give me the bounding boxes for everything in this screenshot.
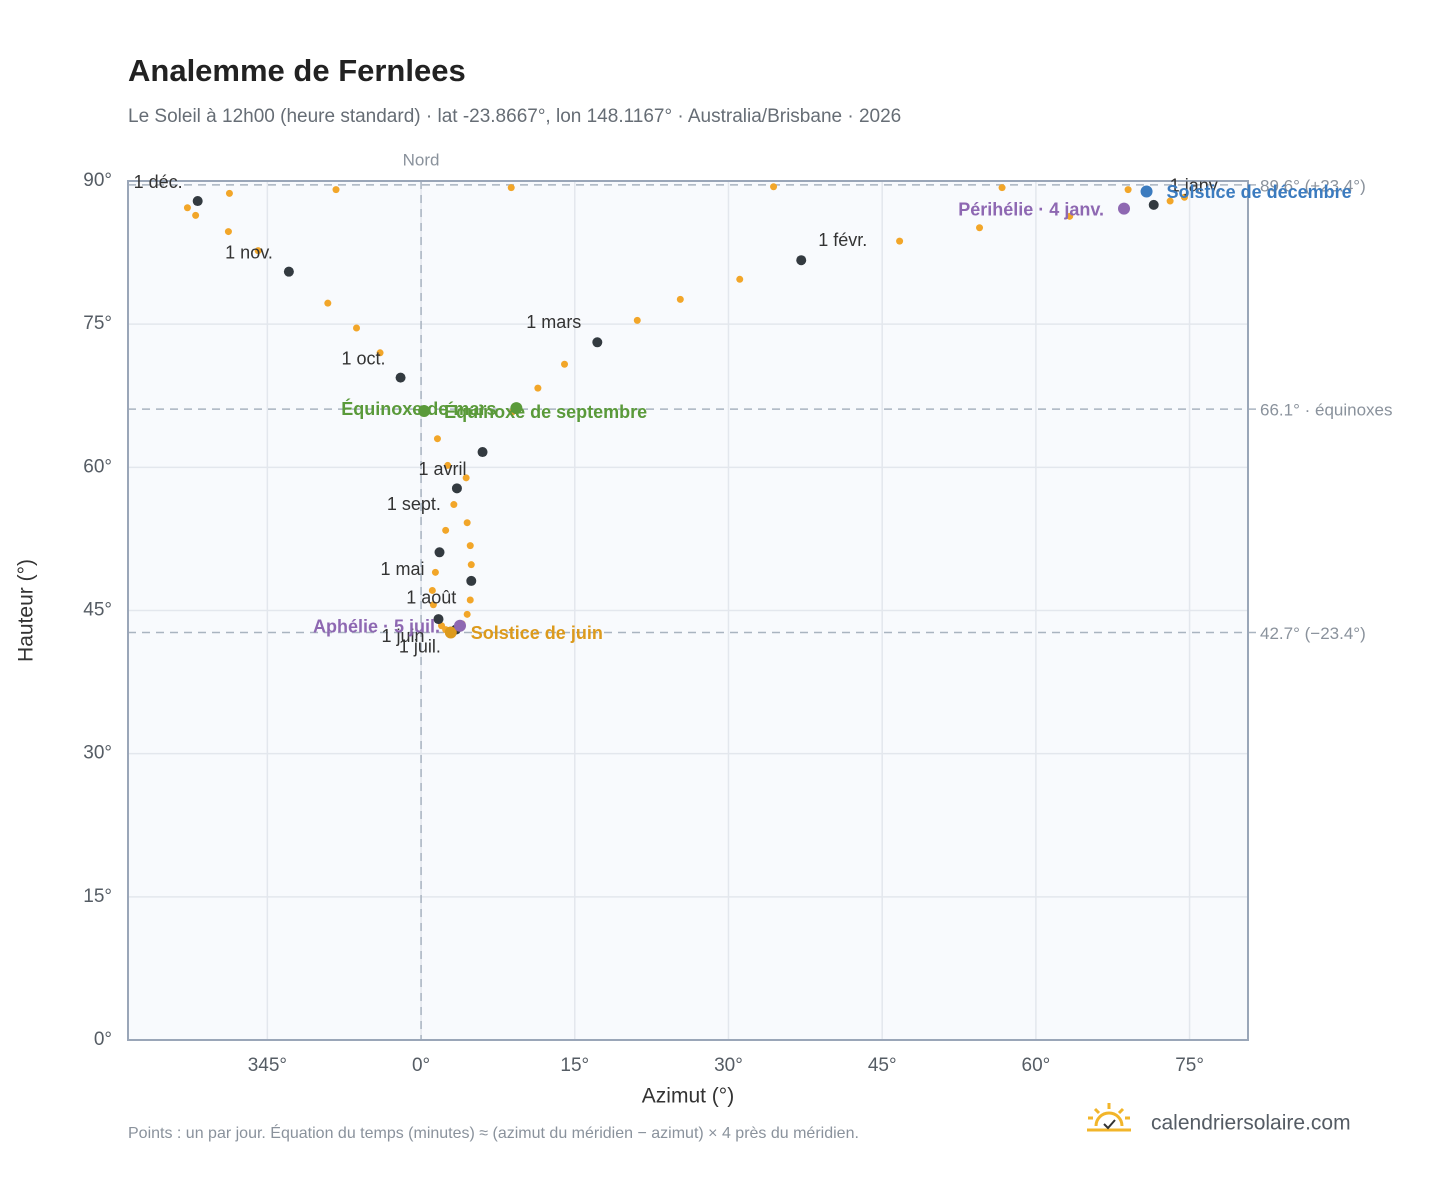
x-tick-label: 45° <box>868 1055 897 1076</box>
day-point <box>444 461 452 469</box>
month-marker <box>1148 199 1159 210</box>
event-label: Équinoxe de septembre <box>444 401 647 422</box>
day-point <box>466 596 474 604</box>
y-tick-label: 75° <box>83 313 112 334</box>
day-point <box>224 228 232 236</box>
meridian-label: Nord <box>403 150 440 169</box>
day-point <box>450 501 458 509</box>
event-point <box>454 619 467 632</box>
day-point <box>429 601 437 609</box>
month-marker <box>434 547 445 558</box>
day-point <box>376 349 384 357</box>
x-tick-label: 75° <box>1175 1055 1204 1076</box>
y-tick-label: 60° <box>83 456 112 477</box>
day-point <box>467 561 475 569</box>
day-point <box>463 519 471 527</box>
reference-label: 89.6° (+23.4°) <box>1260 176 1366 195</box>
day-point <box>466 542 474 550</box>
day-point <box>442 526 450 534</box>
day-point <box>676 295 684 303</box>
event-label: Solstice de décembre <box>1167 182 1352 202</box>
month-marker <box>477 447 488 458</box>
x-tick-label: 15° <box>560 1055 589 1076</box>
day-point <box>976 224 984 232</box>
month-marker <box>796 255 807 266</box>
day-point <box>1124 186 1132 194</box>
month-marker <box>192 196 203 207</box>
day-point <box>561 360 569 368</box>
brand: calendriersolaire.com <box>1151 1112 1351 1135</box>
month-label: 1 avril <box>419 459 467 479</box>
month-label: 1 oct. <box>342 348 386 368</box>
event-point <box>1118 202 1131 215</box>
month-marker <box>395 372 406 383</box>
day-point <box>332 186 340 194</box>
month-label: 1 mars <box>526 312 581 332</box>
day-point <box>463 610 471 618</box>
event-point <box>1140 185 1153 198</box>
month-label: 1 nov. <box>225 242 273 262</box>
event-label: Aphélie · 5 juil. <box>313 617 440 637</box>
chart-title: Analemme de Fernlees <box>128 53 466 88</box>
day-point <box>353 324 361 332</box>
day-point <box>736 275 744 283</box>
day-point <box>183 204 191 212</box>
day-point <box>431 568 439 576</box>
reference-label: 42.7° (−23.4°) <box>1260 624 1366 643</box>
day-point <box>192 211 200 219</box>
day-point <box>462 474 470 482</box>
event-point <box>418 405 431 418</box>
day-point <box>433 435 441 443</box>
day-point <box>534 384 542 392</box>
day-point <box>1180 193 1188 201</box>
x-tick-label: 60° <box>1022 1055 1051 1076</box>
y-tick-label: 15° <box>83 886 112 907</box>
plot-frame <box>127 180 1249 1041</box>
y-tick-label: 0° <box>94 1029 112 1050</box>
month-marker <box>466 575 477 586</box>
month-marker <box>451 483 462 494</box>
day-point <box>225 189 233 197</box>
day-point <box>770 183 778 191</box>
event-point <box>510 402 523 415</box>
month-marker <box>283 266 294 277</box>
month-label: 1 mai <box>380 559 424 579</box>
month-label: 1 juil. <box>399 636 441 656</box>
y-tick-label: 45° <box>83 600 112 621</box>
day-point <box>1166 197 1174 205</box>
day-point <box>998 184 1006 192</box>
month-label: 1 déc. <box>134 172 183 192</box>
y-tick-label: 90° <box>83 170 112 191</box>
reference-label: 66.1° · équinoxes <box>1260 401 1393 420</box>
y-axis-label: Hauteur (°) <box>15 559 38 662</box>
footnote: Points : un par jour. Équation du temps … <box>128 1123 859 1142</box>
day-point <box>324 299 332 307</box>
day-point <box>1066 212 1074 220</box>
day-point <box>896 237 904 245</box>
chart-subtitle: Le Soleil à 12h00 (heure standard) · lat… <box>128 106 901 127</box>
x-tick-label: 345° <box>248 1055 287 1076</box>
month-label: 1 janv. <box>1170 176 1222 196</box>
day-point <box>254 247 262 255</box>
x-tick-label: 0° <box>412 1055 430 1076</box>
month-marker <box>433 614 444 625</box>
month-marker <box>592 337 603 348</box>
month-label: 1 juin <box>381 626 424 646</box>
day-point <box>507 184 515 192</box>
brand-icon <box>1087 1103 1131 1132</box>
event-label: Solstice de juin <box>471 623 603 643</box>
event-label: Périhélie · 4 janv. <box>958 199 1104 219</box>
day-point <box>633 316 641 324</box>
month-label: 1 févr. <box>818 230 867 250</box>
y-tick-label: 30° <box>83 743 112 764</box>
day-point <box>428 586 436 594</box>
event-point <box>444 626 457 639</box>
month-label: 1 sept. <box>387 494 441 514</box>
x-tick-label: 30° <box>714 1055 743 1076</box>
month-label: 1 août <box>406 588 456 608</box>
x-axis-label: Azimut (°) <box>642 1085 734 1108</box>
